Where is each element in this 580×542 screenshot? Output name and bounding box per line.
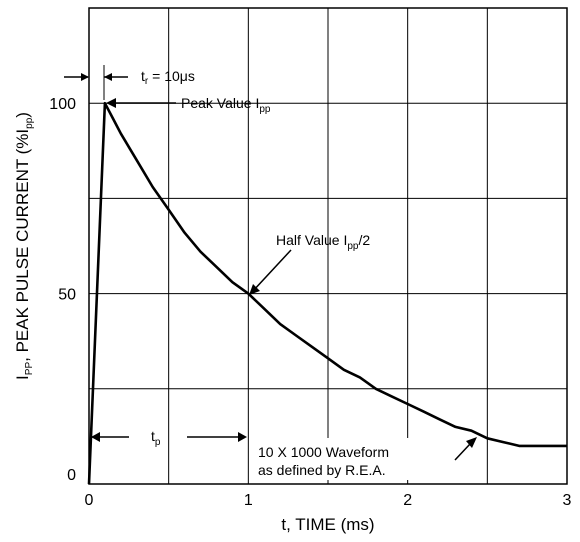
pulse-duration-annotation: tp [91, 428, 247, 448]
x-axis-title: t, TIME (ms) [281, 515, 374, 534]
rise-time-annotation: tr = 10μs [64, 65, 195, 100]
plot-area-border [88, 7, 568, 485]
y-tick-labels: 0 50 100 [49, 96, 76, 484]
x-tick-labels: 0 1 2 3 [85, 492, 572, 509]
rise-time-label: tr = 10μs [141, 68, 195, 87]
pulse-duration-label: tp [151, 428, 161, 448]
waveform-annotation: 10 X 1000 Waveform as defined by R.E.A. [253, 437, 477, 480]
half-value-label: Half Value Ipp/2 [276, 232, 370, 252]
y-tick-label: 100 [49, 96, 76, 113]
peak-value-label: Peak Value Ipp [181, 95, 271, 115]
x-tick-label: 1 [244, 492, 253, 509]
waveform-label-line2: as defined by R.E.A. [258, 462, 386, 478]
y-axis-title: IPP, PEAK PULSE CURRENT (%Ipp) [13, 112, 35, 380]
x-tick-label: 3 [563, 492, 572, 509]
half-value-annotation: Half Value Ipp/2 [249, 232, 370, 295]
x-tick-label: 2 [403, 492, 412, 509]
x-tick-label: 0 [85, 492, 94, 509]
grid [89, 8, 567, 484]
plot-frame [88, 7, 568, 485]
waveform-line [87, 101, 567, 485]
peak-value-annotation: Peak Value Ipp [106, 95, 271, 115]
waveform-label-line1: 10 X 1000 Waveform [258, 444, 389, 460]
y-tick-label: 50 [58, 287, 76, 304]
y-tick-label: 0 [67, 467, 76, 484]
